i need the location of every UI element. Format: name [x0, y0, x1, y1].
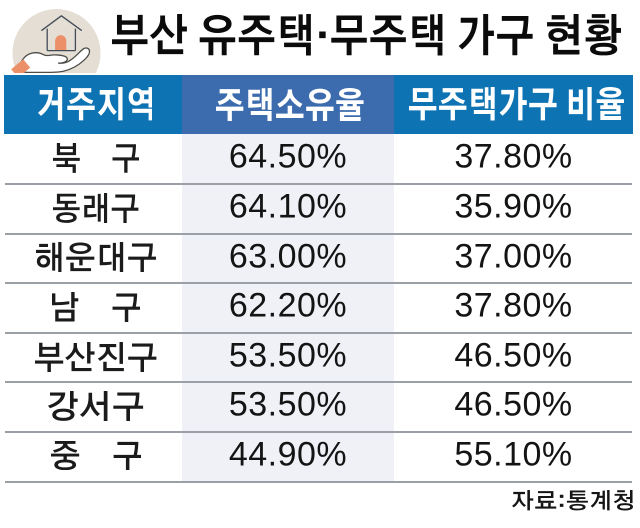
no-house-rate-value: 35.90% [454, 187, 573, 226]
ownership-rate-value: 44.90% [228, 435, 348, 474]
ownership-rate-value: 53.50% [228, 385, 348, 424]
hand-holding-house-icon [11, 9, 101, 73]
region-cell [4, 333, 182, 383]
no-house-rate-value: 37.80% [454, 137, 573, 176]
ownership-rate-value: 64.10% [228, 187, 348, 226]
region-cell [4, 382, 182, 432]
ownership-rate-cell: 53.50% [182, 333, 394, 383]
ownership-rate-value: 63.00% [228, 237, 348, 276]
ownership-rate-cell: 44.90% [182, 432, 394, 482]
ownership-rate-value: 62.20% [228, 286, 348, 325]
region-cell [4, 432, 182, 482]
header-ownership-glyphs [216, 87, 364, 122]
table-row: 64.10% 35.90% [4, 184, 633, 234]
region-label-glyphs [53, 192, 139, 223]
ownership-rate-cell: 64.50% [182, 134, 394, 184]
no-house-rate-cell: 55.10% [394, 432, 633, 482]
row-divider [5, 232, 632, 235]
ownership-column-tint [182, 134, 394, 482]
region-label-glyphs [52, 143, 140, 173]
no-house-rate-cell: 37.80% [394, 134, 633, 184]
no-house-rate-cell: 35.90% [394, 184, 633, 234]
region-label-glyphs [48, 391, 144, 422]
ownership-rate-cell: 64.10% [182, 184, 394, 234]
row-divider [5, 480, 632, 483]
table-row: 62.20% 37.80% [4, 283, 633, 333]
table-row: 53.50% 46.50% [4, 382, 633, 432]
table-header [4, 75, 633, 134]
no-house-rate-cell: 46.50% [394, 382, 633, 432]
ownership-rate-value: 64.50% [228, 137, 348, 176]
ownership-rate-value: 53.50% [228, 336, 348, 375]
row-divider [5, 431, 632, 434]
header-cell-ownership-rate [182, 75, 394, 134]
table-row: 44.90% 55.10% [4, 432, 633, 482]
no-house-rate-value: 46.50% [454, 385, 573, 424]
header-cell-no-house-rate [394, 75, 633, 134]
header-cell-region [4, 75, 182, 134]
ownership-rate-cell: 62.20% [182, 283, 394, 333]
table-row: 63.00% 37.00% [4, 233, 633, 283]
table-row: 53.50% 46.50% [4, 333, 633, 383]
no-house-rate-cell: 46.50% [394, 333, 633, 383]
no-house-rate-value: 55.10% [454, 435, 573, 474]
region-cell [4, 233, 182, 283]
no-house-rate-cell: 37.00% [394, 233, 633, 283]
region-cell [4, 283, 182, 333]
page-title-glyphs [112, 14, 621, 56]
header-no-house-glyphs [409, 87, 624, 121]
source-credit-glyphs [512, 490, 633, 511]
table-row: 64.50% 37.80% [4, 134, 633, 184]
region-label-glyphs [51, 291, 141, 322]
row-divider [5, 331, 632, 334]
no-house-rate-value: 46.50% [454, 336, 573, 375]
region-label-glyphs [35, 341, 157, 372]
header-region-glyphs [37, 87, 153, 121]
region-cell [4, 184, 182, 234]
region-label-glyphs [50, 441, 142, 471]
no-house-rate-value: 37.00% [454, 237, 573, 276]
row-divider [5, 381, 632, 384]
region-cell [4, 134, 182, 184]
row-divider [5, 182, 632, 185]
no-house-rate-cell: 37.80% [394, 283, 633, 333]
ownership-rate-cell: 53.50% [182, 382, 394, 432]
table-body: 64.50% 37.80% 64.10% 35.90% 63.00% 37.00… [4, 134, 633, 483]
row-divider [5, 282, 632, 285]
no-house-rate-value: 37.80% [454, 286, 573, 325]
region-label-glyphs [35, 242, 157, 273]
ownership-rate-cell: 63.00% [182, 233, 394, 283]
